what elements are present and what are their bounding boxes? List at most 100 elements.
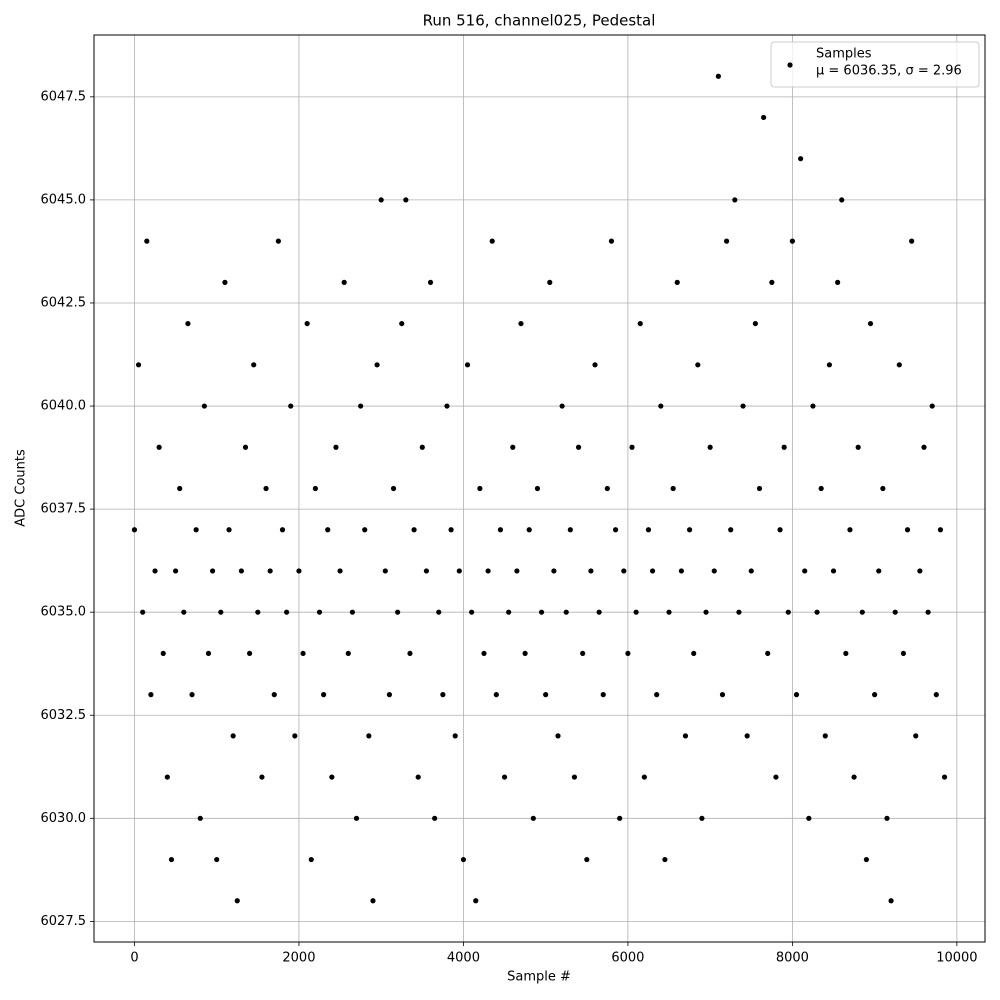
point <box>456 568 462 574</box>
point <box>756 485 763 492</box>
point <box>427 279 434 285</box>
point <box>271 692 277 698</box>
x-axis-label: Sample # <box>507 970 571 985</box>
point <box>691 650 697 657</box>
point <box>851 774 857 780</box>
point <box>781 444 787 450</box>
point <box>765 650 771 657</box>
point <box>896 362 902 368</box>
point <box>933 692 939 698</box>
point <box>654 692 660 698</box>
point <box>205 650 212 657</box>
grid <box>94 35 985 942</box>
point <box>201 403 207 409</box>
point <box>543 692 549 698</box>
point <box>584 856 590 863</box>
point <box>469 609 475 615</box>
marks <box>131 73 948 904</box>
point <box>563 609 569 615</box>
point <box>723 238 730 244</box>
point <box>185 320 191 327</box>
point <box>140 609 146 615</box>
point <box>884 815 890 821</box>
point <box>921 444 927 450</box>
point <box>847 527 853 533</box>
point <box>641 774 647 780</box>
point <box>604 485 610 492</box>
point <box>596 609 602 615</box>
point <box>316 609 323 615</box>
point <box>592 362 598 368</box>
y-tick-label: 6032.5 <box>41 708 87 723</box>
point <box>226 527 232 533</box>
point <box>403 197 409 203</box>
point <box>658 403 664 409</box>
point <box>423 568 430 574</box>
point <box>888 898 894 904</box>
point <box>292 733 298 739</box>
point <box>390 485 397 492</box>
point <box>567 527 573 533</box>
point <box>518 320 524 327</box>
point <box>156 444 162 450</box>
y-tick-label: 6027.5 <box>41 914 87 929</box>
legend-box <box>770 41 980 88</box>
x-tick-label: 4000 <box>447 951 480 966</box>
point <box>341 279 347 285</box>
point <box>744 733 750 739</box>
legend-marker <box>787 62 793 68</box>
point <box>892 609 898 615</box>
point <box>876 568 882 574</box>
point <box>662 856 668 863</box>
point <box>522 650 528 657</box>
point <box>941 774 948 780</box>
point <box>419 444 425 450</box>
point <box>325 527 331 533</box>
point <box>436 609 442 615</box>
point <box>181 609 187 615</box>
point <box>358 403 364 409</box>
point <box>263 485 269 492</box>
point <box>308 856 314 863</box>
point <box>135 362 142 368</box>
point <box>366 733 372 739</box>
point <box>904 527 911 533</box>
point <box>304 320 310 327</box>
point <box>900 650 907 657</box>
point <box>193 527 199 533</box>
point <box>872 692 878 698</box>
point <box>477 485 483 492</box>
y-tick-label: 6040.0 <box>41 399 87 414</box>
point <box>337 568 343 574</box>
point <box>481 650 487 657</box>
chart-title: Run 516, channel025, Pedestal <box>423 12 656 30</box>
legend-title: μ = 6036.35, σ = 2.96 <box>816 64 962 79</box>
point <box>432 815 438 821</box>
point <box>148 692 154 698</box>
point <box>415 774 421 780</box>
point <box>806 815 812 821</box>
point <box>711 568 717 574</box>
point <box>353 815 360 821</box>
point <box>666 609 672 615</box>
y-tick-label: 6030.0 <box>41 811 87 826</box>
point <box>867 320 874 327</box>
point <box>345 650 351 657</box>
point <box>629 444 635 450</box>
point <box>333 444 339 450</box>
y-axis-label: ADC Counts <box>14 449 29 527</box>
point <box>538 609 545 615</box>
point <box>600 692 606 698</box>
point <box>913 733 919 739</box>
point <box>551 568 557 574</box>
point <box>839 197 845 203</box>
point <box>501 774 508 780</box>
point <box>510 444 516 450</box>
point <box>695 362 701 368</box>
point <box>855 444 861 450</box>
point <box>144 238 150 244</box>
point <box>230 733 236 739</box>
point <box>802 568 808 574</box>
point <box>678 568 684 574</box>
point <box>789 238 795 244</box>
